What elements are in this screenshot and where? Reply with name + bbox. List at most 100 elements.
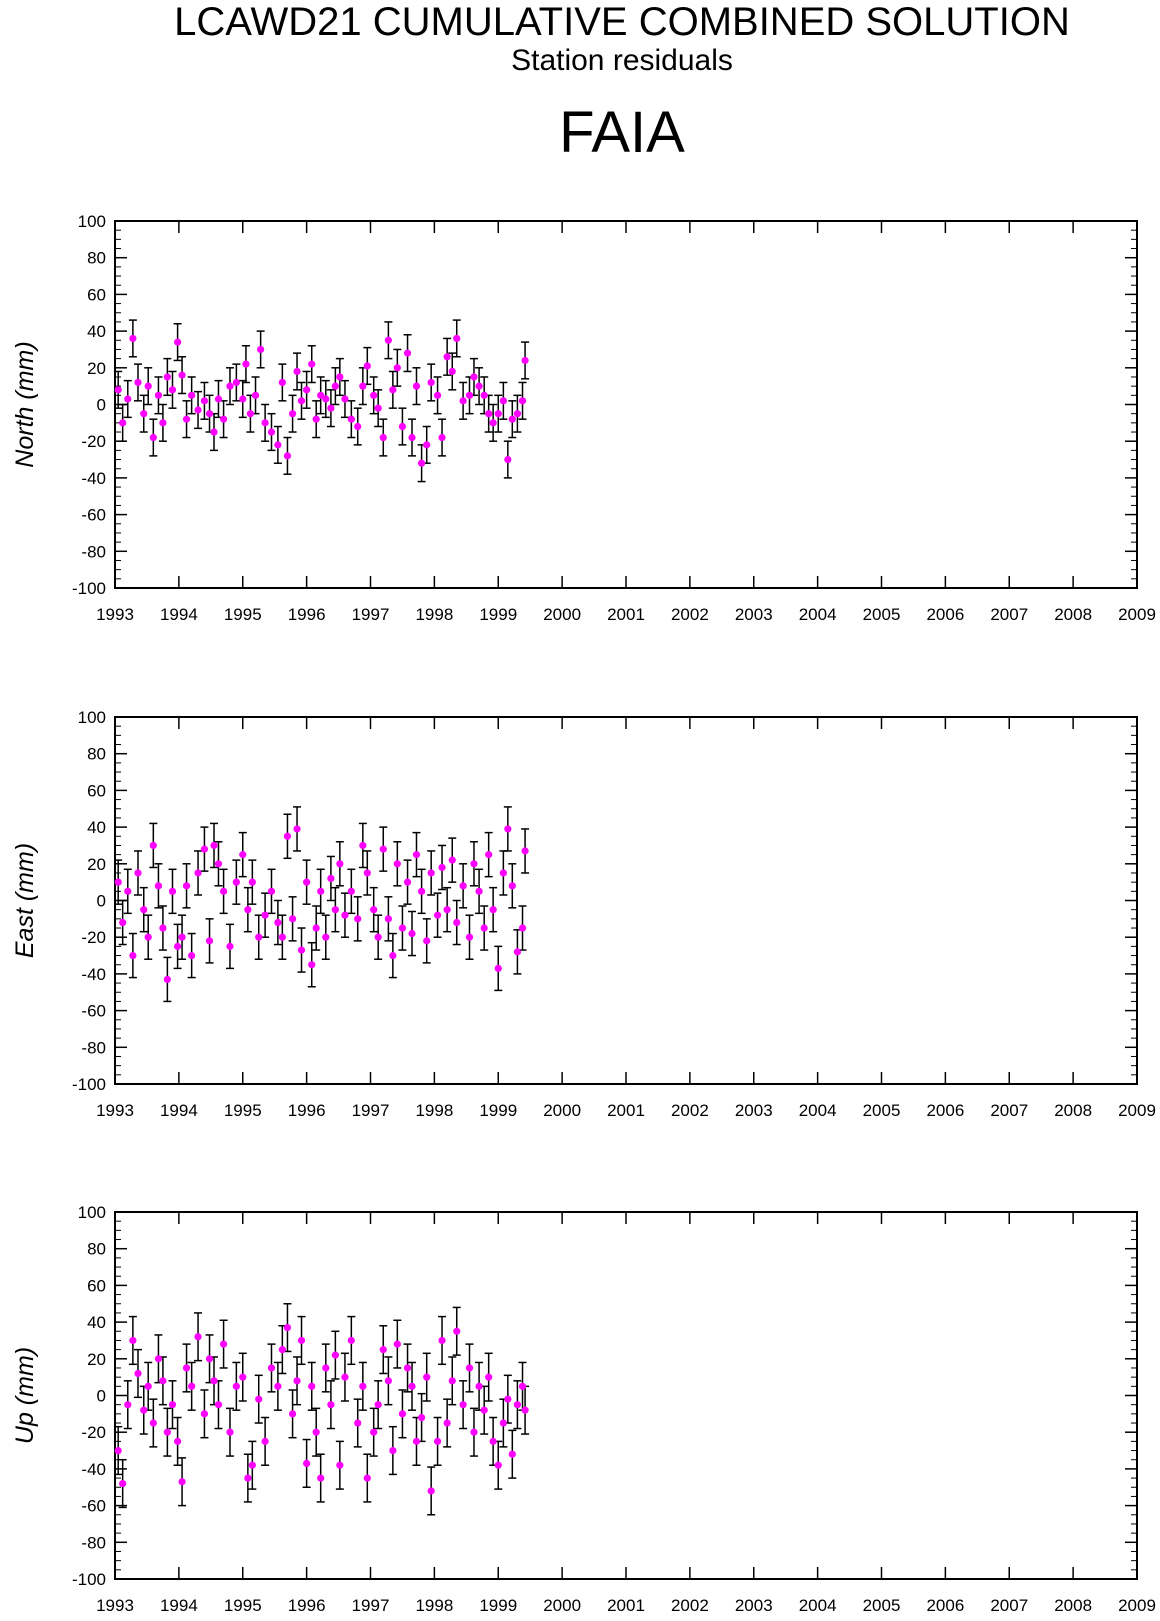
- north-y-tick-label: -40: [81, 469, 106, 488]
- up-data-point: [159, 1377, 167, 1385]
- up-data-point: [114, 1446, 122, 1455]
- east-data-point: [219, 887, 228, 895]
- north-x-tick-label: 1997: [352, 605, 390, 624]
- east-data-point: [178, 933, 186, 941]
- east-data-point: [255, 933, 263, 941]
- north-y-tick-label: 80: [87, 249, 106, 268]
- east-data-point: [489, 906, 497, 914]
- up-data-point: [283, 1324, 292, 1332]
- up-data-point: [267, 1364, 276, 1372]
- east-y-tick-label: 40: [87, 818, 106, 837]
- up-data-point: [521, 1406, 529, 1414]
- north-data-point: [149, 433, 157, 442]
- up-data-point: [459, 1401, 467, 1409]
- up-data-point: [274, 1382, 282, 1390]
- east-data-point: [182, 882, 191, 890]
- chart-title: LCAWD21 CUMULATIVE COMBINED SOLUTION: [174, 0, 1070, 44]
- east-data-point: [194, 869, 202, 877]
- north-data-point: [205, 410, 214, 418]
- chart-subtitle: Station residuals: [511, 44, 733, 77]
- north-data-point: [480, 391, 488, 399]
- up-y-tick-label: 60: [87, 1276, 106, 1295]
- east-x-tick-label: 2007: [990, 1101, 1028, 1120]
- north-data-point: [418, 459, 426, 467]
- east-data-point: [149, 841, 157, 850]
- up-y-tick-label: 100: [78, 1203, 106, 1222]
- east-y-tick-label: 0: [97, 892, 106, 911]
- east-x-tick-label: 1994: [160, 1101, 198, 1120]
- north-data-point: [384, 336, 392, 344]
- up-data-point: [248, 1461, 256, 1469]
- up-data-point: [173, 1437, 182, 1445]
- east-data-point: [274, 918, 282, 927]
- up-data-point: [374, 1401, 382, 1409]
- north-data-point: [246, 410, 255, 418]
- east-data-point: [480, 924, 488, 932]
- east-data-point: [384, 915, 392, 923]
- up-data-point: [336, 1461, 344, 1469]
- up-data-point: [163, 1428, 171, 1436]
- north-data-point: [423, 441, 431, 449]
- east-data-point: [518, 924, 527, 932]
- up-data-point: [480, 1406, 488, 1414]
- east-data-point: [427, 869, 435, 877]
- up-data-point: [312, 1428, 320, 1436]
- north-data-point: [182, 415, 191, 423]
- east-data-point: [423, 937, 431, 945]
- up-x-tick-label: 2007: [990, 1596, 1028, 1615]
- up-y-tick-label: -60: [81, 1497, 106, 1516]
- north-data-point: [219, 415, 228, 423]
- station-name: FAIA: [559, 100, 685, 165]
- up-data-point: [363, 1474, 371, 1482]
- east-data-point: [359, 841, 367, 850]
- north-data-point: [144, 382, 152, 390]
- north-data-point: [465, 391, 474, 399]
- north-data-point: [261, 419, 269, 427]
- north-data-point: [232, 378, 240, 387]
- up-data-point: [341, 1373, 349, 1381]
- east-data-point: [293, 825, 301, 833]
- east-x-tick-label: 2002: [671, 1101, 709, 1120]
- north-data-point: [194, 406, 202, 414]
- north-x-tick-label: 1999: [479, 605, 517, 624]
- east-x-tick-label: 2000: [543, 1101, 581, 1120]
- up-data-point: [188, 1382, 196, 1390]
- east-data-point: [134, 869, 142, 877]
- north-data-point: [485, 410, 493, 418]
- north-data-point: [257, 345, 265, 354]
- east-data-point: [214, 860, 223, 868]
- north-x-tick-label: 2003: [735, 605, 773, 624]
- east-data-point: [341, 911, 349, 919]
- east-data-point: [475, 887, 483, 895]
- up-data-point: [168, 1401, 177, 1409]
- north-data-point: [398, 422, 407, 431]
- up-data-point: [327, 1401, 335, 1409]
- north-data-point: [283, 452, 292, 460]
- up-y-tick-label: 0: [97, 1387, 106, 1406]
- up-data-point: [489, 1437, 497, 1445]
- north-data-point: [239, 395, 247, 403]
- up-data-point: [293, 1377, 301, 1385]
- up-data-point: [129, 1336, 137, 1345]
- up-data-point: [408, 1382, 416, 1390]
- up-data-point: [303, 1459, 311, 1467]
- east-x-tick-label: 2003: [735, 1101, 773, 1120]
- north-data-point: [393, 364, 401, 372]
- east-data-point: [398, 924, 407, 932]
- up-x-tick-label: 2004: [799, 1596, 837, 1615]
- up-y-tick-label: -80: [81, 1533, 106, 1552]
- up-y-tick-label: -40: [81, 1460, 106, 1479]
- east-data-point: [370, 906, 378, 914]
- east-data-point: [354, 915, 362, 923]
- east-data-point: [379, 845, 387, 853]
- east-data-point: [331, 906, 339, 914]
- up-data-point: [412, 1437, 421, 1445]
- east-y-tick-label: -60: [81, 1002, 106, 1021]
- east-data-point: [159, 924, 167, 932]
- up-data-point: [393, 1340, 401, 1348]
- east-data-point: [408, 929, 416, 938]
- north-x-tick-label: 2006: [926, 605, 964, 624]
- up-x-tick-label: 1994: [160, 1596, 198, 1615]
- east-data-point: [308, 961, 316, 969]
- north-x-tick-label: 1994: [160, 605, 198, 624]
